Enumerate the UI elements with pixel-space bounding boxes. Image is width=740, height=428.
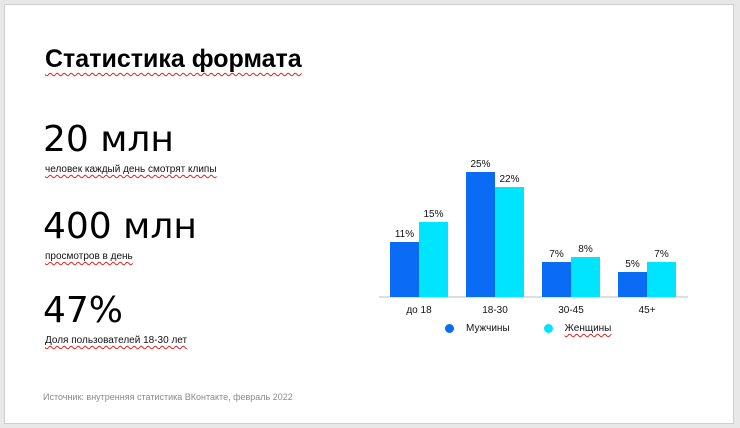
chart-legend: Мужчины Женщины: [445, 323, 645, 334]
data-label: 5%: [625, 259, 640, 270]
bar-men: [390, 242, 419, 297]
bar-women: [419, 222, 448, 297]
stat-value: 20 млн: [43, 119, 174, 160]
data-label: 22%: [499, 174, 519, 185]
legend-dot-women: [543, 324, 553, 333]
bar-women: [495, 187, 524, 297]
slide: Статистика формата 20 млн человек каждый…: [4, 4, 734, 424]
bar-men: [466, 172, 495, 297]
data-label: 11%: [395, 229, 414, 240]
data-label: 25%: [470, 159, 490, 170]
data-label: 7%: [654, 249, 669, 260]
stat-caption: просмотров в день: [45, 251, 133, 262]
stat-caption: Доля пользователей 18-30 лет: [45, 335, 188, 346]
legend-dot-men: [445, 324, 454, 333]
stat-daily-views: 400 млн просмотров в день: [43, 208, 197, 264]
category-label: 18-30: [482, 305, 508, 316]
stat-daily-viewers: 20 млн человек каждый день смотрят клипы: [43, 121, 217, 177]
stat-value: 47%: [43, 290, 124, 331]
stat-user-share: 47% Доля пользователей 18-30 лет: [43, 292, 187, 348]
legend-label-men: Мужчины: [466, 323, 510, 334]
category-label: 45+: [639, 305, 656, 316]
bar-women: [571, 257, 600, 297]
stat-value: 400 млн: [43, 206, 197, 247]
legend-item-women: Женщины: [543, 323, 612, 334]
data-label: 15%: [423, 209, 443, 220]
bar-men: [542, 262, 571, 297]
data-label: 7%: [549, 249, 564, 260]
bar-men: [618, 272, 647, 297]
legend-label-women: Женщины: [564, 323, 612, 334]
category-label: до 18: [406, 305, 432, 316]
legend-item-men: Мужчины: [445, 323, 510, 334]
slide-title: Статистика формата: [45, 45, 302, 73]
age-gender-bar-chart: 11% 15% до 18 25% 22% 18-30 7% 8% 30-45 5% 7% 45+: [379, 159, 688, 316]
data-label: 8%: [578, 244, 593, 255]
stat-caption: человек каждый день смотрят клипы: [45, 164, 217, 175]
bar-women: [647, 262, 676, 297]
source-note: Источник: внутренняя статистика ВКонтакт…: [43, 392, 293, 402]
category-label: 30-45: [558, 305, 584, 316]
